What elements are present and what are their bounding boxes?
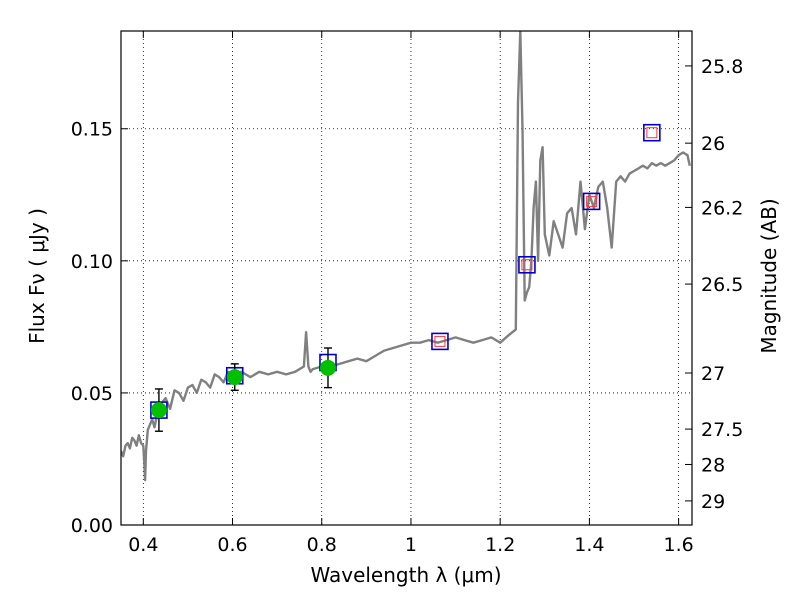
model-flux-inner-square [646,127,658,139]
model-flux-square [582,192,601,211]
y-axis-label: Flux Fν ( μJy ) [25,208,49,344]
model-flux-square [431,332,449,351]
x-tick-label: 1.2 [485,534,515,556]
mag-tick-label: 27 [701,363,725,385]
x-axis-ticks: 0.4 0.6 0.8 1 1.2 1.4 1.6 [128,31,694,556]
plot-frame [120,30,693,526]
spectrum-layer [121,31,691,482]
x-tick-label: 0.6 [217,534,247,556]
y-tick-label: 0.00 [71,515,113,537]
points-layer [150,123,661,432]
x-tick-label: 1.6 [664,534,694,556]
model-flux-inner-square [586,195,598,207]
model-flux-inner-square [434,335,446,347]
x-tick-label: 1.4 [574,534,604,556]
observed-flux-point [319,359,336,376]
y-tick-label: 0.10 [71,251,113,273]
mag-tick-label: 28 [701,454,725,476]
mag-tick-label: 26.2 [701,197,743,219]
x-tick-label: 1 [405,534,417,556]
mag-tick-label: 26.5 [701,274,743,296]
mag-tick-label: 25.8 [701,56,743,78]
magnitude-axis-ticks: 25.8 26 26.2 26.5 27 27.5 28 29 [685,56,743,513]
model-flux-inner-square [521,259,533,271]
y-tick-label: 0.05 [71,383,113,405]
y-tick-label: 0.15 [71,119,113,141]
observed-flux-point [226,369,243,386]
model-flux-square [643,123,661,142]
magnitude-axis-label: Magnitude (AB) [757,198,781,353]
mag-tick-label: 27.5 [701,419,743,441]
y-axis-ticks: 0.00 0.05 0.10 0.15 [71,119,128,537]
x-axis-label: Wavelength λ (μm) [310,563,501,587]
x-tick-label: 0.8 [307,534,337,556]
mag-tick-label: 29 [701,491,725,513]
observed-flux-point [150,402,167,419]
x-tick-label: 0.4 [128,534,158,556]
spectrum-line [121,31,691,482]
model-flux-square [518,255,536,274]
grid-layer [121,31,692,525]
mag-tick-label: 26 [701,133,725,155]
